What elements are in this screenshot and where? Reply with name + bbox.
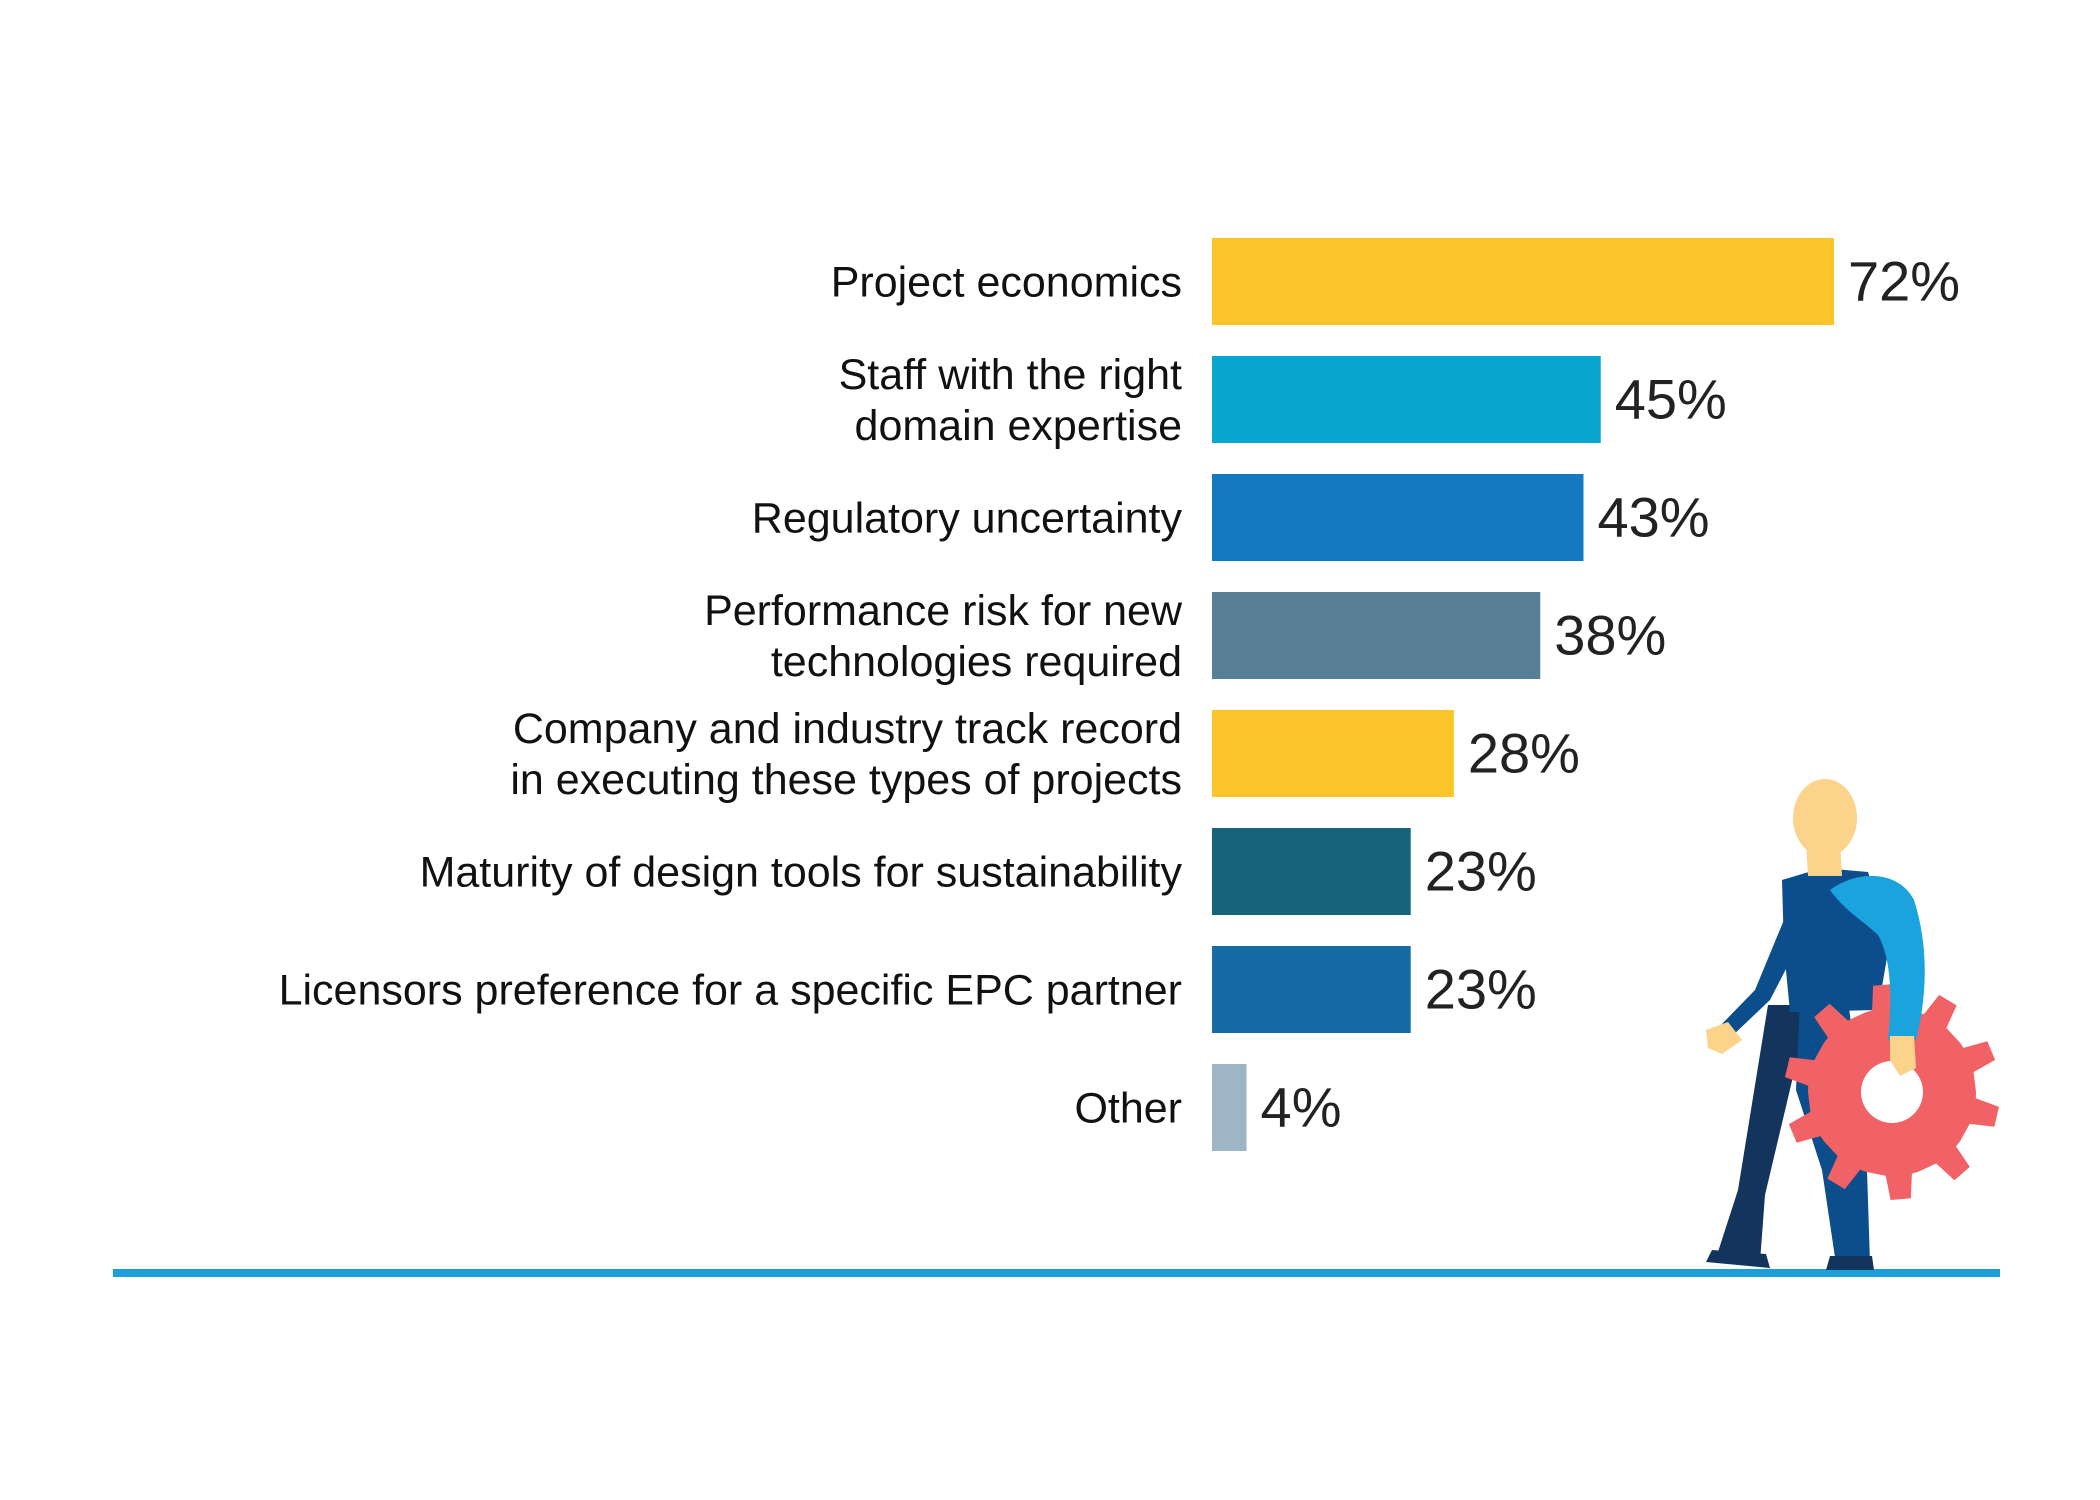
bar-6 <box>1212 828 1411 915</box>
back-leg <box>1716 1005 1810 1262</box>
front-hand <box>1890 1036 1916 1076</box>
back-hand <box>1706 1022 1742 1054</box>
value-label-8: 4% <box>1261 1076 1342 1139</box>
bar-2 <box>1212 356 1601 443</box>
gear-icon <box>1785 984 1999 1200</box>
value-label-1: 72% <box>1848 250 1960 313</box>
front-arm-sleeve <box>1830 875 1925 1040</box>
value-label-6: 23% <box>1425 840 1537 903</box>
value-label-7: 23% <box>1425 958 1537 1021</box>
bar-8 <box>1212 1064 1247 1151</box>
category-label-6: Maturity of design tools for sustainabil… <box>420 849 1183 897</box>
category-label-5-line-1: Company and industry track record <box>513 705 1182 753</box>
bars-group <box>1212 238 1834 1151</box>
category-label-2-line-2: domain expertise <box>855 402 1182 450</box>
person-carrying-gear-icon <box>1706 779 1999 1270</box>
bar-3 <box>1212 474 1584 561</box>
value-labels-group: 72% 45% 43% 38% 28% 23% 23% 4% <box>1261 250 1961 1139</box>
category-label-2-line-1: Staff with the right <box>839 351 1182 399</box>
category-label-4-line-1: Performance risk for new <box>704 587 1183 635</box>
value-label-3: 43% <box>1597 486 1709 549</box>
head <box>1793 779 1857 857</box>
back-foot <box>1706 1250 1770 1268</box>
category-label-4-line-2: technologies required <box>771 638 1182 686</box>
category-label-8: Other <box>1074 1085 1182 1133</box>
category-label-5-line-2: in executing these types of projects <box>510 756 1182 804</box>
bar-7 <box>1212 946 1411 1033</box>
front-foot <box>1826 1256 1874 1270</box>
category-labels-group: Project economics Staff with the rightdom… <box>279 259 1183 1133</box>
category-label-1: Project economics <box>831 259 1182 307</box>
value-label-5: 28% <box>1468 722 1580 785</box>
bar-1 <box>1212 238 1834 325</box>
value-label-4: 38% <box>1554 604 1666 667</box>
category-label-3: Regulatory uncertainty <box>752 495 1183 543</box>
value-label-2: 45% <box>1615 368 1727 431</box>
category-label-7: Licensors preference for a specific EPC … <box>279 967 1182 1015</box>
bar-5 <box>1212 710 1454 797</box>
bar-4 <box>1212 592 1541 679</box>
